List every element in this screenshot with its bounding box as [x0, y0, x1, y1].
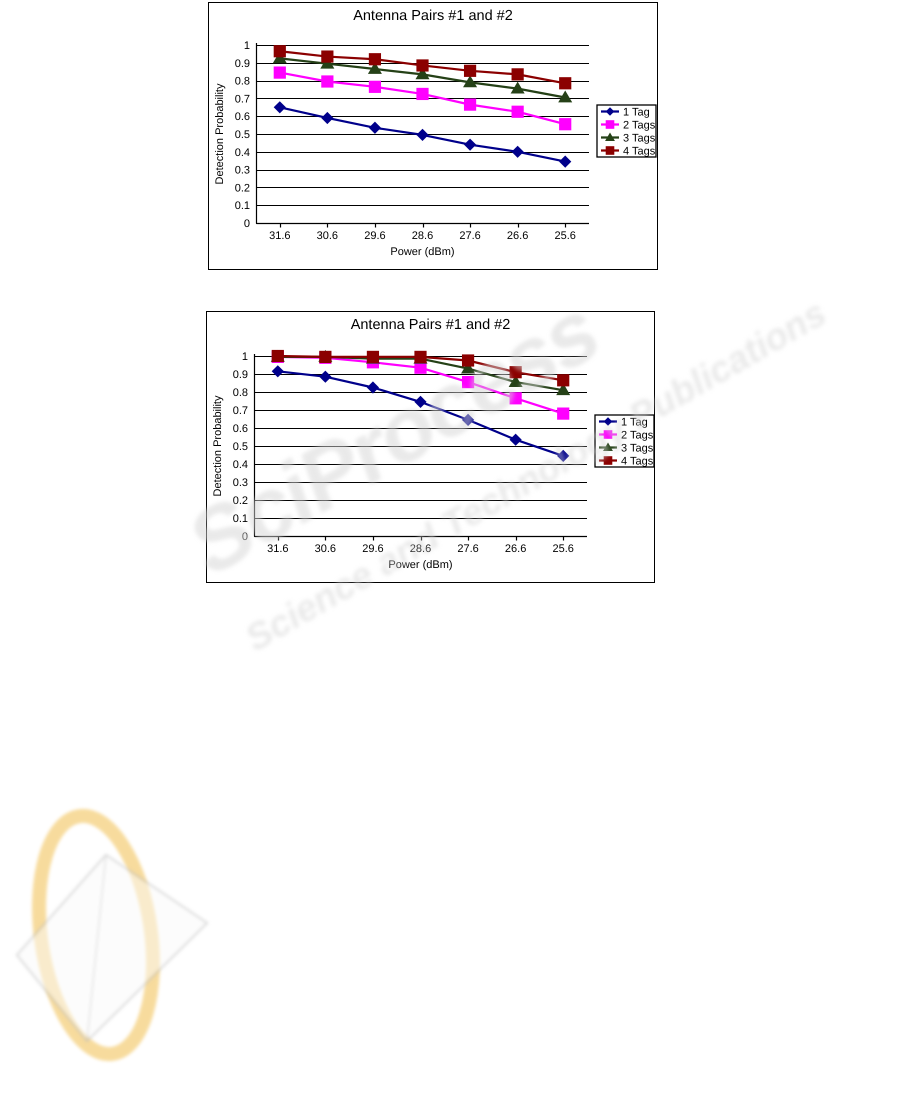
svg-text:0.5: 0.5 — [233, 441, 248, 453]
svg-text:0.3: 0.3 — [235, 165, 250, 177]
svg-text:28.6: 28.6 — [410, 543, 431, 555]
svg-text:0.6: 0.6 — [235, 111, 250, 123]
svg-text:Power (dBm): Power (dBm) — [390, 246, 454, 258]
svg-text:0.6: 0.6 — [233, 423, 248, 435]
svg-text:4 Tags: 4 Tags — [621, 456, 654, 468]
svg-text:Detection Probability: Detection Probability — [212, 395, 224, 496]
svg-text:26.6: 26.6 — [505, 543, 526, 555]
svg-text:0.8: 0.8 — [235, 76, 250, 88]
svg-text:0.4: 0.4 — [235, 147, 250, 159]
svg-text:2 Tags: 2 Tags — [623, 120, 656, 132]
svg-text:0.7: 0.7 — [233, 405, 248, 417]
svg-text:0.5: 0.5 — [235, 129, 250, 141]
svg-text:31.6: 31.6 — [267, 543, 288, 555]
svg-text:0: 0 — [242, 531, 248, 543]
svg-text:29.6: 29.6 — [364, 230, 385, 242]
svg-text:25.6: 25.6 — [552, 543, 573, 555]
svg-text:27.6: 27.6 — [459, 230, 480, 242]
svg-text:0.9: 0.9 — [235, 58, 250, 70]
svg-text:Power (dBm): Power (dBm) — [388, 559, 452, 571]
svg-text:0.4: 0.4 — [233, 459, 248, 471]
svg-text:0.8: 0.8 — [233, 387, 248, 399]
svg-text:4 Tags: 4 Tags — [623, 146, 656, 158]
svg-text:0.2: 0.2 — [233, 495, 248, 507]
svg-text:26.6: 26.6 — [507, 230, 528, 242]
svg-text:25.6: 25.6 — [554, 230, 575, 242]
svg-text:3 Tags: 3 Tags — [623, 133, 656, 145]
svg-text:0.7: 0.7 — [235, 93, 250, 105]
svg-text:28.6: 28.6 — [412, 230, 433, 242]
svg-text:31.6: 31.6 — [269, 230, 290, 242]
svg-text:30.6: 30.6 — [315, 543, 336, 555]
svg-text:0.2: 0.2 — [235, 182, 250, 194]
svg-text:0: 0 — [244, 218, 250, 230]
svg-text:3 Tags: 3 Tags — [621, 443, 654, 455]
svg-text:1: 1 — [242, 351, 248, 363]
svg-text:0.3: 0.3 — [233, 477, 248, 489]
svg-text:1 Tag: 1 Tag — [621, 417, 648, 429]
svg-text:29.6: 29.6 — [362, 543, 383, 555]
svg-text:Detection Probability: Detection Probability — [214, 83, 226, 184]
svg-text:30.6: 30.6 — [317, 230, 338, 242]
svg-text:27.6: 27.6 — [457, 543, 478, 555]
svg-text:1: 1 — [244, 40, 250, 52]
svg-text:1 Tag: 1 Tag — [623, 107, 650, 119]
svg-text:0.9: 0.9 — [233, 369, 248, 381]
svg-text:0.1: 0.1 — [235, 200, 250, 212]
svg-text:0.1: 0.1 — [233, 513, 248, 525]
svg-text:2 Tags: 2 Tags — [621, 430, 654, 442]
